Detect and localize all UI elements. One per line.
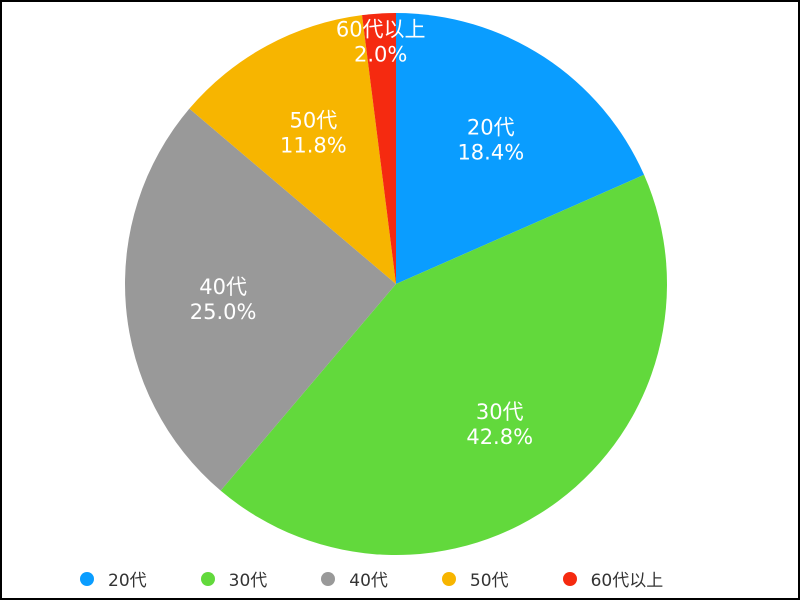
legend-swatch-30s	[200, 571, 215, 586]
slice-category-label: 30代	[476, 400, 524, 424]
pie-slice-20s	[396, 13, 645, 284]
legend-swatch-50s	[441, 571, 456, 586]
legend-label-50s: 50代	[469, 571, 509, 591]
legend-item-30s: 30代	[200, 566, 268, 591]
slice-percent-label: 11.8%	[280, 134, 347, 158]
pie-slice-30s	[220, 174, 667, 555]
legend-swatch-20s	[80, 571, 94, 586]
pie-slice-40s	[125, 108, 396, 491]
slice-percent-label: 18.4%	[457, 141, 524, 165]
legend-swatch-40s	[321, 571, 336, 586]
slice-percent-label: 25.0%	[190, 300, 257, 324]
slice-category-label: 60代以上	[336, 18, 426, 42]
legend-item-60plus: 60代以上	[562, 566, 664, 591]
legend-swatch-60plus	[562, 571, 577, 586]
pie-slice-60plus	[362, 13, 396, 284]
legend-label-40s: 40代	[349, 571, 388, 591]
chart-legend: 20代 30代 40代 50代 60代以上	[80, 566, 663, 591]
pie-slice-50s	[189, 15, 396, 284]
legend-label-20s: 20代	[108, 571, 147, 591]
slice-category-label: 40代	[199, 275, 247, 299]
slice-percent-label: 42.8%	[466, 425, 533, 449]
legend-item-40s: 40代	[321, 566, 388, 591]
slice-category-label: 50代	[290, 109, 338, 133]
legend-item-20s: 20代	[80, 566, 147, 591]
slice-percent-label: 2.0%	[354, 43, 407, 67]
slice-category-label: 20代	[467, 116, 515, 140]
legend-label-30s: 30代	[228, 571, 268, 591]
legend-label-60plus: 60代以上	[590, 571, 664, 591]
legend-item-50s: 50代	[441, 566, 509, 591]
